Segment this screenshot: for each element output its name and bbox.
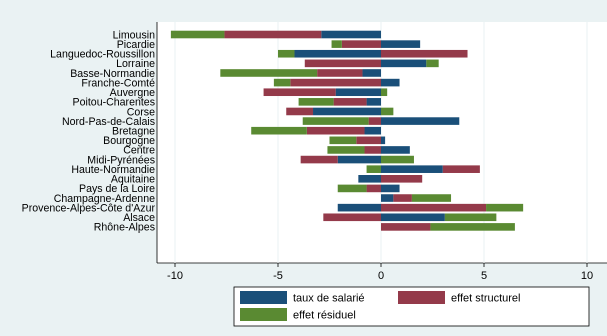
category-label-auvergne: Auvergne xyxy=(110,87,155,99)
bar-effet-residuel-lorraine xyxy=(426,59,439,68)
bar-effet-residuel-bretagne xyxy=(251,126,307,135)
category-label-aquitaine: Aquitaine xyxy=(111,174,155,186)
bar-effet-structurel-bretagne xyxy=(306,126,365,135)
bar-taux-de-salarie-nord-pas-de-calais xyxy=(381,117,460,125)
x-axis-ticks: -10 -5 0 5 10 xyxy=(167,263,593,282)
bar-taux-de-salarie-corse xyxy=(313,107,381,116)
bar-effet-residuel-haute-normandie xyxy=(366,165,381,173)
category-label-languedoc-roussillon: Languedoc-Roussillon xyxy=(50,49,155,61)
bar-taux-de-salarie-languedoc-roussillon xyxy=(294,49,381,58)
bar-effet-residuel-auvergne xyxy=(381,88,388,97)
legend-swatch-taux-de-salarie xyxy=(240,291,287,304)
bar-taux-de-salarie-champagne-ardenne xyxy=(381,194,394,202)
category-label-lorraine: Lorraine xyxy=(116,58,155,70)
bar-effet-structurel-provence-alpes-cote-d-azur xyxy=(381,203,487,212)
category-label-alsace: Alsace xyxy=(123,212,155,224)
category-label-bretagne: Bretagne xyxy=(112,126,155,138)
bar-taux-de-salarie-midi-pyrenees xyxy=(337,155,381,164)
bar-effet-residuel-franche-comte xyxy=(273,78,291,87)
category-label-centre: Centre xyxy=(123,145,155,157)
bar-effet-structurel-picardie xyxy=(341,40,381,48)
category-label-midi-pyrenees: Midi-Pyrénées xyxy=(87,154,155,166)
bar-effet-structurel-auvergne xyxy=(263,88,336,97)
bar-taux-de-salarie-poitou-charentes xyxy=(366,98,381,106)
bar-taux-de-salarie-centre xyxy=(381,146,410,154)
bar-taux-de-salarie-lorraine xyxy=(381,59,427,68)
bar-effet-residuel-centre xyxy=(327,146,365,154)
bar-taux-de-salarie-bretagne xyxy=(364,126,381,135)
category-label-champagne-ardenne: Champagne-Ardenne xyxy=(54,193,155,205)
bar-effet-structurel-basse-normandie xyxy=(317,69,363,77)
bar-taux-de-salarie-provence-alpes-cote-d-azur xyxy=(337,203,381,212)
bar-effet-structurel-alsace xyxy=(323,213,381,222)
bar-effet-residuel-basse-normandie xyxy=(220,69,318,77)
bar-effet-residuel-poitou-charentes xyxy=(298,98,334,106)
category-label-franche-comte: Franche-Comté xyxy=(81,77,155,89)
bar-effet-residuel-bourgogne xyxy=(329,136,357,145)
category-labels: LimousinPicardieLanguedoc-RoussillonLorr… xyxy=(22,29,156,233)
legend-label-effet-residuel: effet résiduel xyxy=(293,310,356,322)
bar-effet-residuel-alsace xyxy=(444,213,497,222)
category-label-rhone-alpes: Rhône-Alpes xyxy=(94,222,155,234)
bar-effet-residuel-pays-de-la-loire xyxy=(337,184,367,193)
bar-taux-de-salarie-bourgogne xyxy=(381,136,386,145)
legend-swatch-effet-structurel xyxy=(398,291,445,304)
category-label-bourgogne: Bourgogne xyxy=(103,135,155,147)
bars-layer xyxy=(170,30,524,231)
x-tick-label: 10 xyxy=(581,270,593,282)
bar-effet-structurel-limousin xyxy=(224,30,322,39)
bar-effet-structurel-pays-de-la-loire xyxy=(366,184,381,193)
bar-effet-structurel-lorraine xyxy=(304,59,381,68)
bar-effet-structurel-nord-pas-de-calais xyxy=(368,117,381,125)
x-tick-label: 5 xyxy=(481,270,487,282)
bar-effet-residuel-corse xyxy=(381,107,394,116)
bar-taux-de-salarie-picardie xyxy=(381,40,421,48)
bar-effet-structurel-corse xyxy=(286,107,314,116)
bar-effet-residuel-provence-alpes-cote-d-azur xyxy=(486,203,524,212)
legend-label-taux-de-salarie: taux de salarié xyxy=(293,293,365,305)
bar-taux-de-salarie-aquitaine xyxy=(358,175,381,183)
bar-effet-residuel-limousin xyxy=(170,30,225,39)
bar-effet-structurel-haute-normandie xyxy=(442,165,480,173)
x-tick-label: -10 xyxy=(167,270,183,282)
bar-taux-de-salarie-franche-comte xyxy=(381,78,400,87)
category-label-limousin: Limousin xyxy=(113,29,156,41)
category-label-picardie: Picardie xyxy=(117,39,155,51)
bar-effet-structurel-centre xyxy=(364,146,381,154)
bar-taux-de-salarie-pays-de-la-loire xyxy=(381,184,400,193)
category-label-pays-de-la-loire: Pays de la Loire xyxy=(79,183,155,195)
category-label-nord-pas-de-calais: Nord-Pas-de-Calais xyxy=(62,116,155,128)
bar-effet-structurel-champagne-ardenne xyxy=(393,194,412,202)
bar-taux-de-salarie-auvergne xyxy=(335,88,381,97)
bar-taux-de-salarie-haute-normandie xyxy=(381,165,443,173)
bar-effet-structurel-rhone-alpes xyxy=(381,223,431,231)
bar-effet-structurel-midi-pyrenees xyxy=(300,155,338,164)
bar-effet-residuel-nord-pas-de-calais xyxy=(302,117,369,125)
bar-effet-structurel-franche-comte xyxy=(290,78,381,87)
category-label-haute-normandie: Haute-Normandie xyxy=(71,164,155,176)
bar-effet-residuel-languedoc-roussillon xyxy=(278,49,295,58)
legend-swatch-effet-residuel xyxy=(240,308,287,321)
bar-effet-structurel-aquitaine xyxy=(381,175,423,183)
bar-taux-de-salarie-limousin xyxy=(321,30,381,39)
bar-effet-residuel-picardie xyxy=(331,40,342,48)
category-label-provence-alpes-cote-d-azur: Provence-Alpes-Côte d'Azur xyxy=(22,202,156,214)
bar-effet-structurel-poitou-charentes xyxy=(333,98,367,106)
category-label-poitou-charentes: Poitou-Charentes xyxy=(73,97,155,109)
bar-effet-residuel-midi-pyrenees xyxy=(381,155,414,164)
x-tick-label: -5 xyxy=(273,270,283,282)
x-tick-label: 0 xyxy=(378,270,384,282)
legend: taux de salarié effet structurel effet rés… xyxy=(233,286,590,327)
category-label-basse-normandie: Basse-Normandie xyxy=(70,68,155,80)
bar-effet-residuel-champagne-ardenne xyxy=(411,194,452,202)
bar-effet-structurel-languedoc-roussillon xyxy=(381,49,468,58)
legend-label-effet-structurel: effet structurel xyxy=(451,293,521,305)
bar-effet-structurel-bourgogne xyxy=(356,136,381,145)
bar-taux-de-salarie-alsace xyxy=(381,213,445,222)
category-label-corse: Corse xyxy=(127,106,155,118)
bar-taux-de-salarie-basse-normandie xyxy=(362,69,381,77)
bar-effet-residuel-rhone-alpes xyxy=(430,223,515,231)
